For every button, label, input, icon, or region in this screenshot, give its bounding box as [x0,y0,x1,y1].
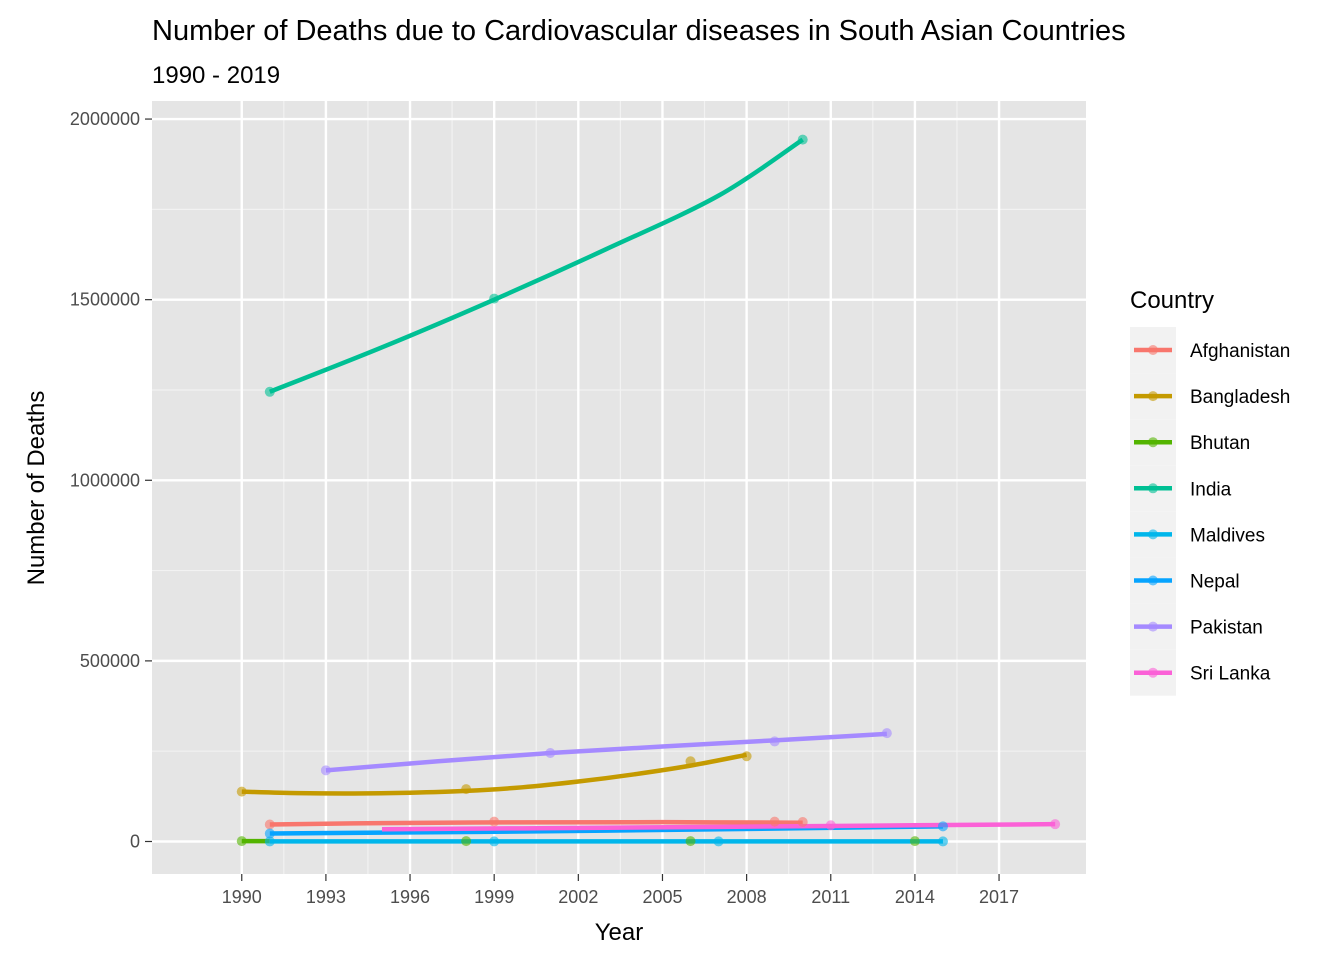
line-bangladesh [241,752,748,796]
point-nepal [937,821,948,832]
y-tick-labels: 0 500000 1000000 1500000 2000000 [70,109,140,851]
x-tick-label: 1996 [390,887,430,907]
x-tick-labels: 1990 1993 1996 1999 2002 2005 2008 2011 2014 2017 [222,887,1019,907]
legend-title: Country [1130,287,1214,314]
point-afghanistan [489,816,500,827]
point-bhutan [685,836,696,847]
point-maldives [264,836,275,847]
point-afghanistan [797,816,808,827]
line-pakistan [325,731,887,773]
x-tick-label: 2002 [558,887,598,907]
legend-point-nepal [1148,575,1158,586]
legend-label-maldives: Maldives [1190,525,1265,546]
legend-point-bhutan [1148,437,1158,448]
point-pakistan [320,765,331,776]
point-bangladesh [741,751,752,762]
legend-point-maldives [1148,529,1158,540]
x-tick-label: 2005 [642,887,682,907]
point-pakistan [769,736,780,747]
legend-point-bangladesh [1148,391,1158,402]
point-bhutan [461,836,472,847]
line-afghanistan [269,819,803,827]
point-maldives [937,836,948,847]
x-tick-label: 1999 [474,887,514,907]
legend-label-pakistan: Pakistan [1190,618,1263,639]
point-maldives [713,836,724,847]
point-nepal [264,828,275,839]
chart-subtitle: 1990 - 2019 [152,62,280,89]
point-pakistan [881,728,892,739]
y-axis-title: Number of Deaths [23,391,50,586]
point-bhutan [909,836,920,847]
legend-label-bhutan: Bhutan [1190,433,1250,454]
plot-panel [152,101,1086,874]
point-sri-lanka [1050,819,1061,830]
legend-label-nepal: Nepal [1190,572,1240,593]
x-tick-label: 2017 [979,887,1019,907]
point-sri-lanka [825,820,836,831]
legend-point-sri-lanka [1148,667,1158,678]
legend-label-afghanistan: Afghanistan [1190,341,1290,362]
legend-label-bangladesh: Bangladesh [1190,387,1290,408]
line-india [268,137,804,394]
legend-point-india [1148,483,1158,494]
point-pakistan [545,747,556,758]
legend-point-afghanistan [1148,345,1158,355]
grid-lines [152,101,1086,874]
x-tick-label: 2014 [895,887,935,907]
point-afghanistan [769,816,780,827]
x-axis-title: Year [595,919,644,946]
point-india [797,134,808,145]
axis-ticks [145,118,1000,881]
legend-label-sri-lanka: Sri Lanka [1190,664,1271,685]
y-tick-label: 2000000 [70,109,140,129]
point-afghanistan [264,819,275,830]
point-bhutan [236,836,247,847]
x-tick-label: 2008 [727,887,767,907]
legend-label-india: India [1190,479,1232,500]
y-tick-label: 1000000 [70,470,140,490]
chart-title: Number of Deaths due to Cardiovascular d… [152,15,1126,47]
x-tick-label: 1990 [222,887,262,907]
point-bangladesh [461,784,472,795]
y-tick-label: 1500000 [70,290,140,310]
y-tick-label: 0 [130,831,140,851]
series-points [236,134,1061,847]
legend: Country Afghanistan Bangladesh Bhutan India… [1130,287,1290,696]
series-lines [241,137,1056,844]
y-tick-label: 500000 [80,651,140,671]
point-india [264,386,275,397]
x-tick-label: 1993 [306,887,346,907]
point-india [489,293,500,304]
legend-point-pakistan [1148,621,1158,632]
point-maldives [489,836,500,847]
point-bangladesh [685,756,696,767]
x-tick-label: 2011 [811,887,850,907]
point-bangladesh [236,786,247,797]
line-sri-lanka [381,821,1056,832]
